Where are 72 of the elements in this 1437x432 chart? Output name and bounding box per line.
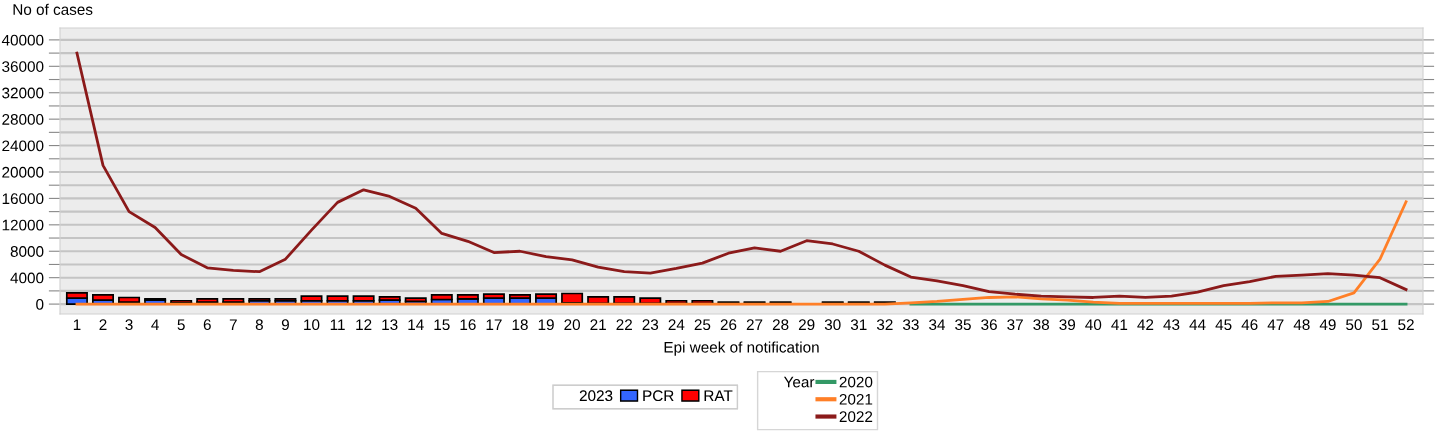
x-tick-label: 11 <box>330 319 345 330</box>
x-tick-label: 46 <box>1241 319 1258 331</box>
y-tick-label: 20000 <box>2 166 44 178</box>
x-tick-label: 14 <box>408 319 424 330</box>
x-tick-label: 48 <box>1293 319 1310 331</box>
x-tick-label: 15 <box>434 319 450 331</box>
y-tick-label: 28000 <box>2 114 44 125</box>
x-tick-label: 31 <box>850 319 867 331</box>
x-tick-label: 4 <box>151 319 159 330</box>
x-tick-label: 26 <box>720 319 737 331</box>
x-tick-label: 51 <box>1372 319 1388 331</box>
x-tick-label: 40 <box>1085 319 1102 331</box>
x-tick-label: 24 <box>668 319 685 330</box>
x-tick-label: 47 <box>1267 319 1284 330</box>
x-tick-label: 16 <box>460 319 476 331</box>
y-tick-label: 8000 <box>10 246 44 257</box>
legend-label: 2020 <box>839 376 873 388</box>
y-tick-label: 40000 <box>1 34 44 46</box>
x-tick-label: 30 <box>824 319 841 331</box>
x-tick-label: 44 <box>1189 319 1206 330</box>
legend-label: 2021 <box>839 393 873 405</box>
x-tick-label: 17 <box>486 319 502 330</box>
y-tick-label: 4000 <box>10 272 44 284</box>
x-tick-label: 8 <box>255 319 263 331</box>
x-tick-label: 32 <box>876 319 893 331</box>
x-tick-label: 42 <box>1137 319 1154 330</box>
y-tick-label: 12000 <box>2 219 44 231</box>
x-tick-label: 28 <box>772 319 789 331</box>
y-tick-label: 16000 <box>2 193 44 205</box>
x-tick-label: 2 <box>99 319 107 330</box>
x-tick-label: 25 <box>694 319 711 331</box>
text: Year <box>783 376 815 388</box>
x-tick-label: 38 <box>1033 319 1050 331</box>
x-tick-label: 1 <box>73 319 81 330</box>
x-tick-label: 6 <box>203 319 211 331</box>
x-tick-label: 22 <box>616 319 632 330</box>
y-axis-title: No of cases <box>13 3 93 15</box>
x-tick-label: 29 <box>798 319 815 331</box>
x-tick-label: 36 <box>981 319 997 331</box>
legend-label: RAT <box>704 390 733 401</box>
x-tick-label: 12 <box>356 319 372 330</box>
y-tick-label: 32000 <box>2 87 44 99</box>
text: 2023 <box>579 390 613 402</box>
legend-label: PCR <box>643 390 674 402</box>
x-tick-label: 7 <box>229 319 237 330</box>
x-tick-label: 21 <box>590 319 606 330</box>
x-axis-title: Epi week of notification <box>664 341 819 356</box>
x-tick-label: 52 <box>1398 319 1414 331</box>
x-tick-label: 27 <box>746 319 763 330</box>
y-tick-label: 36000 <box>2 61 44 72</box>
x-tick-label: 9 <box>281 319 289 331</box>
x-tick-label: 18 <box>512 319 528 331</box>
x-tick-label: 43 <box>1163 319 1180 331</box>
x-tick-label: 45 <box>1215 319 1232 331</box>
x-tick-label: 41 <box>1111 319 1128 330</box>
x-tick-label: 13 <box>382 319 398 331</box>
x-tick-label: 23 <box>642 319 659 331</box>
x-tick-label: 50 <box>1346 319 1362 331</box>
x-tick-label: 3 <box>125 319 133 331</box>
x-tick-label: 39 <box>1059 319 1076 331</box>
x-tick-label: 20 <box>564 319 580 331</box>
x-tick-label: 49 <box>1319 319 1336 331</box>
x-tick-label: 33 <box>902 319 919 331</box>
legend-label: 2022 <box>839 411 873 423</box>
x-tick-label: 34 <box>929 319 946 331</box>
x-tick-label: 19 <box>538 319 554 331</box>
x-tick-label: 10 <box>304 319 320 331</box>
y-tick-label: 24000 <box>2 140 44 152</box>
y-tick-label: 0 <box>36 298 44 310</box>
x-tick-label: 5 <box>177 319 185 331</box>
x-tick-label: 35 <box>955 319 971 331</box>
x-tick-label: 37 <box>1007 319 1023 331</box>
